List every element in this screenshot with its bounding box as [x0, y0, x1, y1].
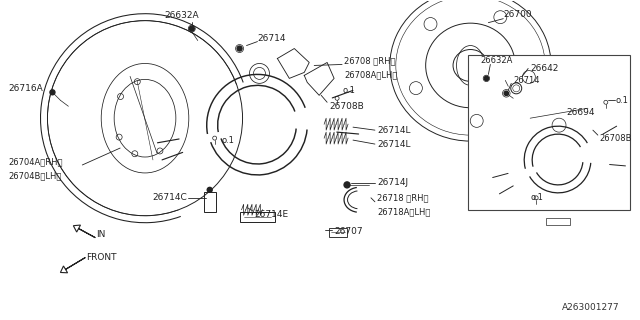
Text: 26718 〈RH〉: 26718 〈RH〉 — [377, 193, 428, 202]
Text: 26714C: 26714C — [152, 193, 187, 202]
Circle shape — [504, 91, 508, 95]
Text: o.1: o.1 — [342, 86, 355, 95]
Text: 26714J: 26714J — [377, 178, 408, 188]
Text: o.1: o.1 — [530, 193, 543, 202]
Circle shape — [189, 26, 195, 31]
Circle shape — [207, 188, 212, 192]
Text: o.1: o.1 — [221, 136, 234, 145]
Bar — [468, 55, 630, 210]
Text: FRONT: FRONT — [86, 253, 116, 262]
Text: o.1: o.1 — [616, 96, 628, 105]
FancyArrow shape — [60, 258, 85, 273]
Bar — [546, 218, 570, 225]
Circle shape — [484, 76, 488, 81]
Text: 26718A〈LH〉: 26718A〈LH〉 — [377, 207, 430, 216]
Text: 26708 〈RH〉: 26708 〈RH〉 — [344, 56, 396, 65]
Text: 26694: 26694 — [566, 108, 595, 117]
Text: 26704A〈RH〉: 26704A〈RH〉 — [9, 157, 63, 166]
Text: A263001277: A263001277 — [562, 303, 620, 312]
Text: 26642: 26642 — [530, 64, 559, 73]
Polygon shape — [304, 62, 334, 95]
Text: 26716A: 26716A — [9, 84, 44, 93]
Text: IN: IN — [96, 230, 106, 239]
Text: 26714L: 26714L — [377, 140, 410, 148]
Text: 26700: 26700 — [503, 10, 532, 19]
FancyArrow shape — [74, 225, 95, 238]
Bar — [239, 212, 275, 222]
Bar — [329, 228, 347, 236]
Circle shape — [344, 182, 350, 188]
Text: 26708B: 26708B — [329, 102, 364, 111]
Circle shape — [50, 90, 55, 95]
Text: 26714: 26714 — [513, 76, 540, 85]
Text: 26714E: 26714E — [255, 210, 289, 219]
Text: 26704B〈LH〉: 26704B〈LH〉 — [9, 172, 62, 180]
Text: 26707: 26707 — [334, 227, 363, 236]
Text: 26632A: 26632A — [481, 56, 513, 65]
Text: 26632A: 26632A — [164, 11, 199, 20]
Circle shape — [237, 46, 242, 51]
Polygon shape — [277, 49, 309, 78]
Text: 26708B: 26708B — [600, 134, 632, 143]
Text: 26708A〈LH〉: 26708A〈LH〉 — [344, 70, 397, 79]
Text: 26714: 26714 — [257, 34, 286, 43]
Bar — [204, 192, 216, 212]
Text: 26714L: 26714L — [377, 126, 410, 135]
